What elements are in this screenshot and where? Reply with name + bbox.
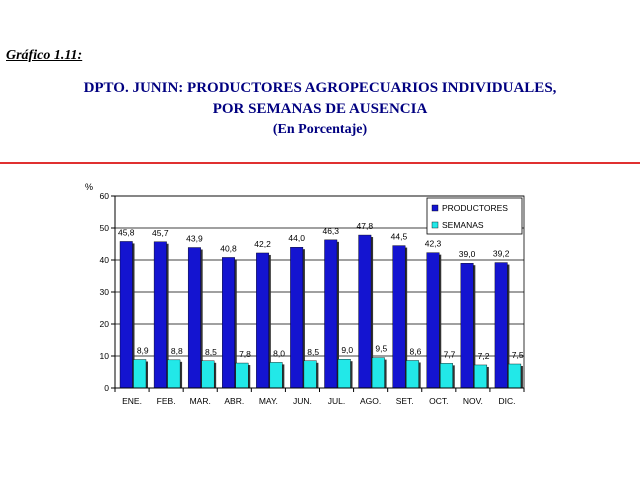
x-tick-label: MAR. [190, 396, 211, 406]
bar-semanas [235, 362, 249, 389]
x-tick-label: FEB. [157, 396, 176, 406]
bar-productores [324, 239, 338, 389]
data-label: 7,5 [512, 350, 524, 360]
x-tick-label: ENE. [122, 396, 142, 406]
bar-semanas [508, 363, 522, 389]
x-tick-label: OCT. [429, 396, 448, 406]
legend-swatch-semanas [431, 221, 439, 229]
data-label: 43,9 [186, 234, 203, 244]
data-label: 45,8 [118, 227, 135, 237]
bar-semanas [133, 359, 147, 389]
data-label: 8,5 [307, 347, 319, 357]
data-label: 45,7 [152, 228, 169, 238]
bar-semanas [269, 362, 283, 389]
x-tick-label: ABR. [224, 396, 244, 406]
x-tick-label: MAY. [259, 396, 278, 406]
data-label: 9,0 [341, 345, 353, 355]
bar-semanas [167, 359, 181, 389]
x-tick-label: JUN. [293, 396, 312, 406]
y-tick-label: 30 [100, 287, 110, 297]
data-label: 7,8 [239, 349, 251, 359]
y-axis-label: % [85, 182, 93, 192]
x-tick-label: AGO. [360, 396, 381, 406]
data-label: 7,7 [444, 349, 456, 359]
x-tick-label: SET. [396, 396, 414, 406]
data-label: 9,5 [375, 344, 387, 354]
bar-semanas [440, 363, 453, 389]
data-label: 39,0 [459, 249, 476, 259]
data-label: 42,3 [425, 239, 442, 249]
chart-title-line-2: POR SEMANAS DE AUSENCIA [212, 101, 428, 117]
legend-swatch-productores [431, 204, 439, 212]
bar-semanas [201, 360, 215, 389]
y-tick-label: 0 [104, 383, 109, 393]
x-tick-label: NOV. [463, 396, 483, 406]
bar-productores [494, 262, 508, 389]
data-label: 8,0 [273, 348, 285, 358]
bar-productores [187, 247, 201, 389]
data-label: 8,9 [137, 346, 149, 356]
data-label: 44,5 [391, 232, 408, 242]
data-label: 42,2 [254, 239, 271, 249]
y-tick-label: 20 [100, 319, 110, 329]
bar-productores [119, 241, 133, 389]
data-label: 46,3 [322, 226, 339, 236]
data-label: 39,2 [493, 249, 510, 259]
data-label: 8,6 [410, 346, 422, 356]
legend-label: SEMANAS [442, 220, 484, 230]
figure-caption: Gráfico 1.11: [6, 48, 83, 63]
data-label: 8,5 [205, 347, 217, 357]
bar-semanas [474, 364, 488, 389]
red-divider-line [0, 162, 640, 164]
x-tick-label: JUL. [328, 396, 345, 406]
bar-productores [392, 245, 406, 389]
legend-label: PRODUCTORES [442, 203, 508, 213]
bar-semanas [405, 360, 419, 389]
chart-title-line-1: DPTO. JUNIN: PRODUCTORES AGROPECUARIOS I… [83, 80, 557, 96]
data-label: 8,8 [171, 346, 183, 356]
y-tick-label: 60 [100, 191, 110, 201]
bar-productores [153, 241, 167, 389]
y-tick-label: 50 [100, 223, 110, 233]
bar-semanas [337, 359, 351, 389]
y-tick-label: 10 [100, 351, 110, 361]
data-label: 40,8 [220, 243, 237, 253]
bar-productores [460, 263, 474, 389]
legend-box [426, 197, 523, 235]
x-tick-label: DIC. [498, 396, 515, 406]
data-label: 47,8 [357, 221, 374, 231]
bar-semanas [303, 360, 317, 389]
bar-productores [222, 257, 235, 389]
chart-subtitle: (En Porcentaje) [272, 122, 368, 137]
bar-productores [256, 252, 270, 389]
data-label: 44,0 [288, 233, 305, 243]
data-label: 7,2 [478, 351, 490, 361]
bar-semanas [371, 357, 385, 389]
bar-productores [426, 252, 440, 389]
bar-productores [290, 246, 304, 389]
y-tick-label: 40 [100, 255, 110, 265]
bar-productores [358, 234, 372, 389]
